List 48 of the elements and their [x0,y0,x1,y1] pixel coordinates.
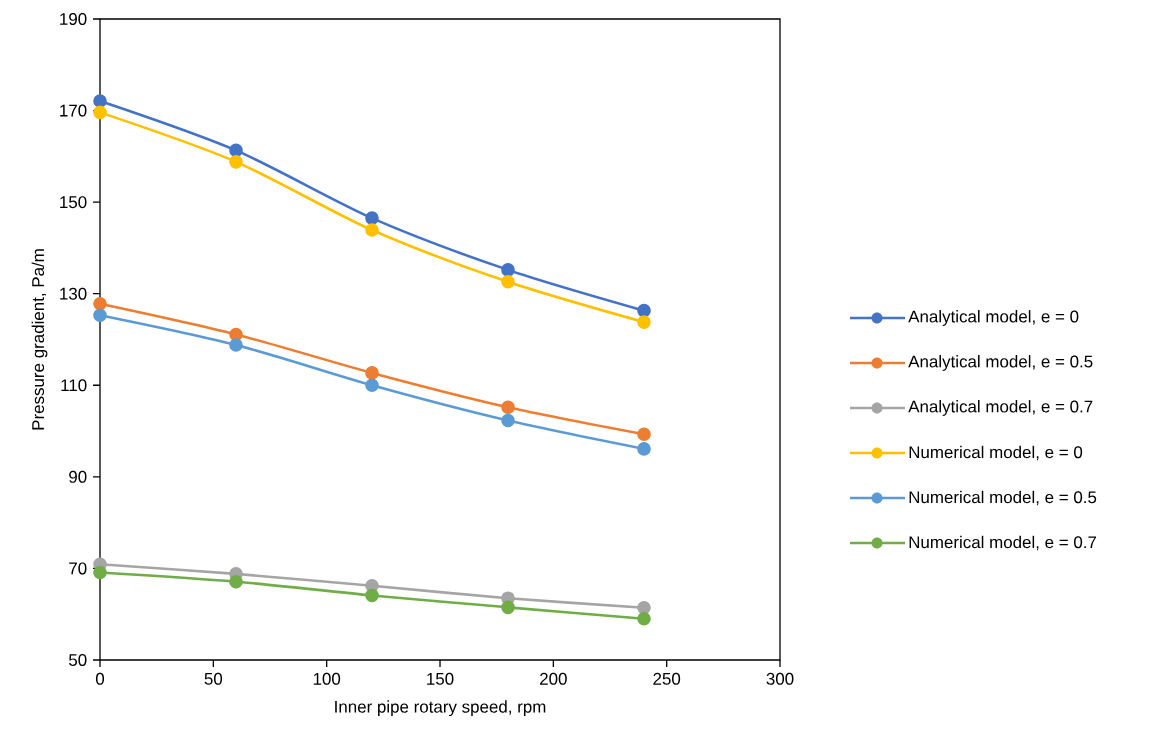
y-tick-label: 130 [60,287,87,300]
point [637,442,651,456]
y-tick-label: 50 [69,653,87,666]
point [93,105,107,120]
point [501,274,515,289]
point [93,308,107,323]
legend-label: Analytical model, e = 0 [908,310,1079,326]
legend-label: Numerical model, e = 0.5 [909,490,1097,506]
y-tick-label: 90 [69,470,87,483]
legend-label: Numerical model, e = 0 [909,445,1083,461]
x-axis-title: Inner pipe rotary speed, rpm [335,700,546,717]
point [501,263,515,277]
point [501,413,515,428]
point [637,427,651,442]
x-tick-label: 300 [766,672,794,685]
y-tick-label: 150 [60,196,87,209]
y-axis-title: Pressure gradient, Pa/m [31,249,48,430]
y-tick-label: 110 [61,379,87,392]
point [365,378,379,393]
point [637,611,651,626]
legend-label: Numerical model, e = 0.7 [909,535,1097,551]
point [637,600,651,615]
x-tick-label: 150 [427,672,454,685]
point [229,155,243,169]
point [637,303,651,318]
y-tick-label: 170 [60,104,87,117]
point [365,366,379,380]
point [365,588,379,603]
point [501,400,515,415]
point [229,143,243,158]
y-tick-label: 70 [69,562,87,575]
x-tick-label: 50 [204,672,223,685]
point [365,223,379,237]
legend-label: Analytical model, e = 0.7 [908,400,1093,416]
x-tick-label: 250 [653,672,681,685]
legend-label: Analytical model, e = 0.5 [908,355,1093,371]
point [229,338,243,352]
point [93,296,107,311]
x-tick-label: 0 [95,672,105,685]
point [637,315,651,329]
point [365,211,379,225]
point [93,565,107,580]
point [229,574,243,589]
y-tick-label: 190 [60,12,87,25]
x-tick-label: 100 [313,672,341,685]
point [93,94,107,108]
point [501,600,515,615]
x-tick-label: 200 [540,672,567,685]
